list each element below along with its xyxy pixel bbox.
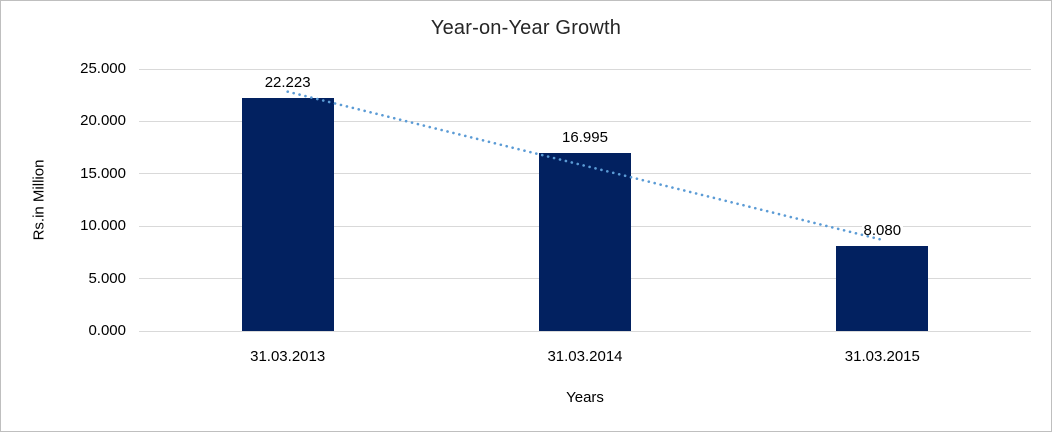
y-tick-label: 5.000 <box>88 269 126 287</box>
y-tick-label: 15.000 <box>80 164 126 182</box>
bar <box>241 98 334 331</box>
gridline <box>139 68 1031 70</box>
x-axis-title: Years <box>566 389 604 406</box>
bar-data-label: 16.995 <box>560 128 610 146</box>
x-tick-label: 31.03.2014 <box>547 348 623 365</box>
x-tick-label: 31.03.2015 <box>844 348 920 365</box>
bar <box>836 246 929 331</box>
bar <box>539 152 631 331</box>
x-tick-label: 31.03.2013 <box>250 348 326 365</box>
y-tick-label: 25.000 <box>80 60 126 77</box>
y-tick-label: 10.000 <box>80 217 126 235</box>
chart-title: Year-on-Year Growth <box>430 17 622 39</box>
y-tick-label: 0.000 <box>88 322 126 339</box>
gridline <box>139 330 1031 332</box>
bar-data-label: 8.080 <box>861 222 904 240</box>
y-tick-label: 20.000 <box>80 112 126 130</box>
bar-data-label: 22.223 <box>262 74 313 92</box>
